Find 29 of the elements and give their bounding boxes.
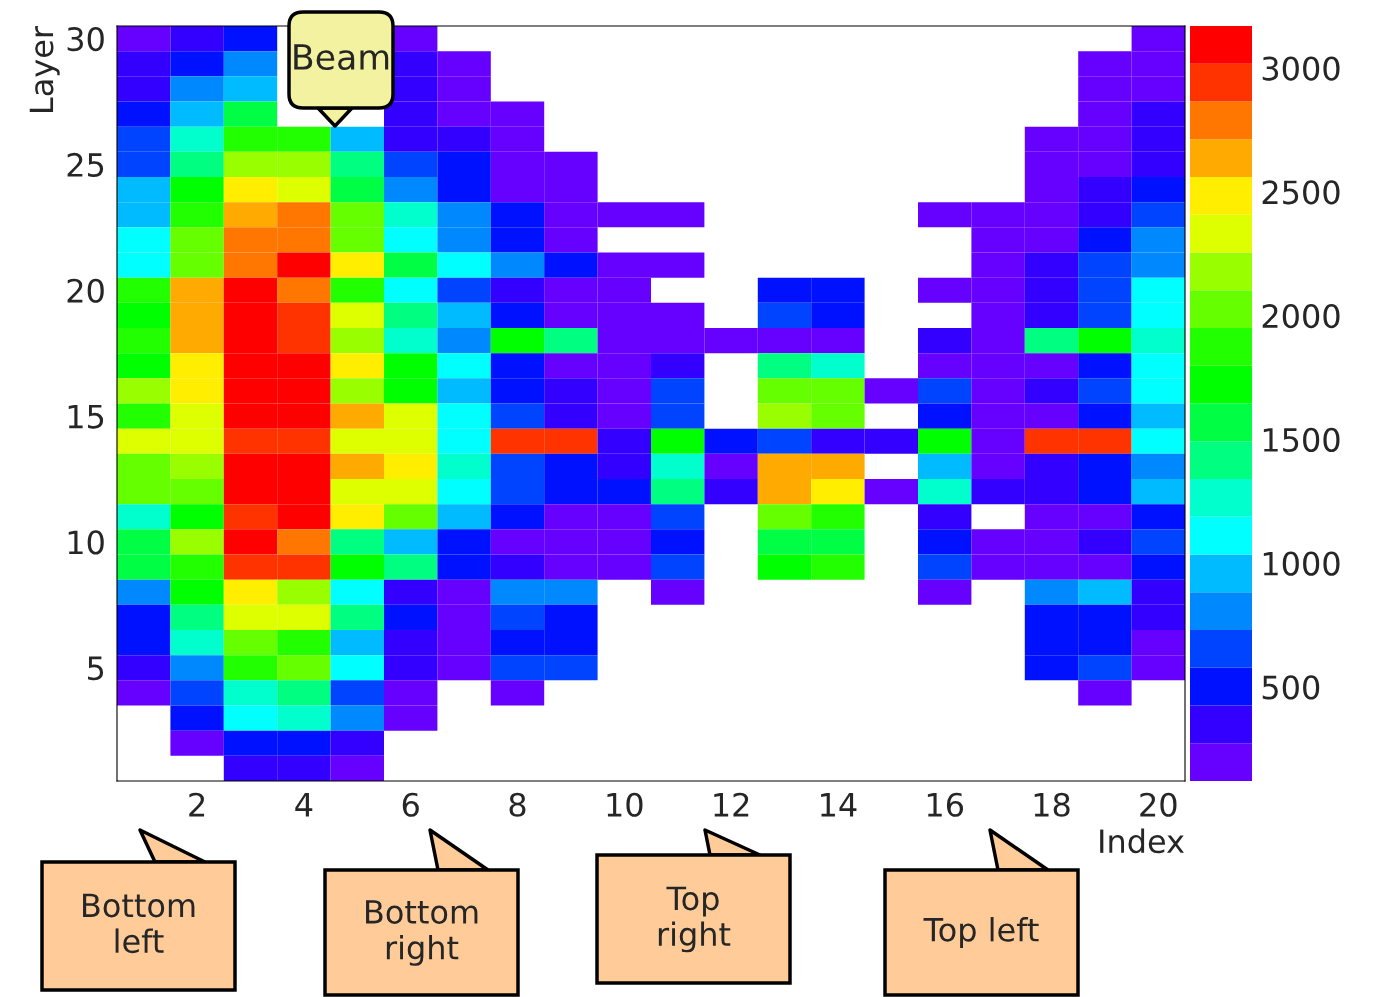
y-tick-label: 5: [88, 656, 104, 681]
y-tick-label: 15: [68, 404, 104, 429]
y-axis-title: Layer: [29, 26, 60, 112]
color-bar-label: 3000: [1262, 56, 1340, 81]
y-tick-label: 25: [67, 152, 104, 178]
y-tick-label: 20: [67, 278, 104, 303]
x-tick-label: 14: [821, 793, 857, 817]
x-axis-title: Index: [1100, 828, 1184, 854]
color-bar-label: 2000: [1262, 304, 1340, 329]
color-bar-label: 1000: [1263, 551, 1340, 576]
x-tick-label: 10: [607, 792, 643, 817]
color-bar-label: 500: [1262, 675, 1320, 700]
x-tick-label: 6: [402, 792, 419, 817]
x-tick-label: 20: [1140, 792, 1177, 817]
x-tick-label: 4: [295, 793, 313, 817]
y-tick-label: 10: [68, 530, 104, 555]
x-tick-label: 18: [1034, 792, 1070, 817]
color-bar-label: 1500: [1263, 427, 1340, 452]
y-tick-label: 30: [67, 27, 104, 52]
x-tick-label: 12: [714, 792, 749, 817]
text: Top right: [658, 886, 731, 953]
text: Bottom right: [366, 900, 478, 966]
x-tick-label: 16: [927, 792, 964, 817]
color-bar-label: 2500: [1262, 180, 1340, 205]
annotation: Beam: [294, 44, 389, 71]
text: Bottom left: [83, 893, 195, 954]
x-tick-label: 2: [189, 792, 205, 817]
text: Top left: [923, 917, 1039, 948]
x-tick-label: 8: [509, 792, 526, 817]
